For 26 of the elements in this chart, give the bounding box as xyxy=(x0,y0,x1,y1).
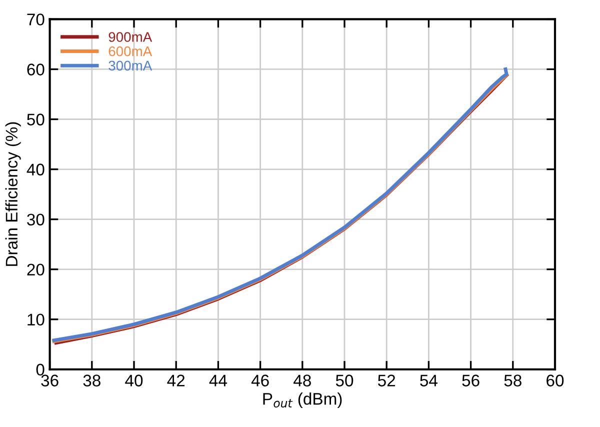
y-tick-label: 50 xyxy=(27,114,44,126)
y-tick-label: 60 xyxy=(27,64,44,76)
x-tick-label: 40 xyxy=(125,374,143,386)
x-tick-label: 48 xyxy=(294,374,311,386)
x-tick-label: 46 xyxy=(251,374,269,386)
legend-label: 300mA xyxy=(108,60,152,71)
x-tick-label: 50 xyxy=(336,374,354,386)
legend-label: 900mA xyxy=(108,32,152,42)
x-tick-label: 54 xyxy=(420,374,438,386)
x-tick-label: 36 xyxy=(41,374,58,386)
y-tick-label: 10 xyxy=(28,314,44,326)
x-tick-label: 58 xyxy=(504,374,522,386)
legend-label: 600mA xyxy=(108,46,152,56)
x-axis-title: P$_{out}$ (dBm) xyxy=(263,392,342,408)
y-axis-title: Drain Efficiency (%) xyxy=(5,122,21,266)
x-tick-label: 42 xyxy=(167,374,185,386)
x-tick-label: 38 xyxy=(83,374,100,386)
x-tick-label: 44 xyxy=(209,374,227,386)
x-tick-label: 60 xyxy=(546,374,564,386)
y-tick-label: 0 xyxy=(36,364,44,376)
y-tick-label: 40 xyxy=(26,164,44,176)
x-tick-label: 56 xyxy=(462,374,480,386)
y-tick-label: 70 xyxy=(27,14,44,26)
x-tick-label: 52 xyxy=(378,374,396,386)
y-tick-label: 20 xyxy=(27,264,44,276)
y-tick-label: 30 xyxy=(27,214,44,226)
